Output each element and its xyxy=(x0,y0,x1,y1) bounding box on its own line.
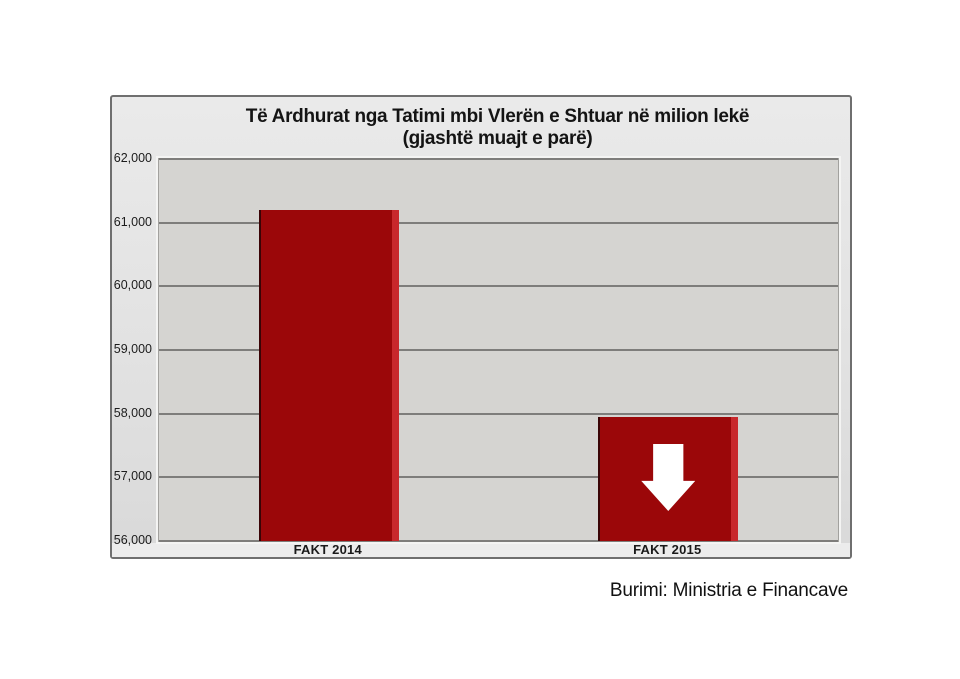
gridline xyxy=(159,349,838,351)
y-tick-label: 60,000 xyxy=(113,278,152,293)
decrease-arrow-icon xyxy=(641,444,696,511)
bar-fakt-2015 xyxy=(598,416,739,541)
x-category-label: FAKT 2015 xyxy=(633,542,702,557)
chart-subtitle: (gjashtë muajt e parë) xyxy=(402,128,593,149)
gridline xyxy=(159,476,838,479)
y-tick-label: 62,000 xyxy=(113,151,152,165)
chart-title: Të Ardhurat nga Tatimi mbi Vlerën e Shtu… xyxy=(245,106,750,127)
x-category-label: FAKT 2014 xyxy=(293,542,362,557)
gridline xyxy=(159,412,838,415)
y-tick-label: 58,000 xyxy=(113,405,152,420)
x-axis: FAKT 2014 FAKT 2015 xyxy=(158,542,837,558)
bar-fakt-2014 xyxy=(258,209,399,541)
gridline xyxy=(159,540,838,542)
bars xyxy=(159,159,838,541)
y-tick-label: 57,000 xyxy=(113,469,152,484)
source-note: Burimi: Ministria e Financave xyxy=(609,580,848,601)
gridlines xyxy=(159,158,838,542)
gridline xyxy=(159,285,838,288)
y-axis: 56,000 57,000 58,000 59,000 60,000 61,000 62,0… xyxy=(112,151,152,547)
plot-area xyxy=(158,158,839,542)
y-tick-label: 61,000 xyxy=(113,214,152,229)
chart-title-block: Të Ardhurat nga Tatimi mbi Vlerën e Shtu… xyxy=(158,106,837,150)
gridline xyxy=(159,158,838,160)
y-tick-label: 56,000 xyxy=(113,533,152,547)
gridline xyxy=(159,221,838,224)
chart-panel: Të Ardhurat nga Tatimi mbi Vlerën e Shtu… xyxy=(110,95,852,559)
x-axis-strip xyxy=(112,543,850,557)
y-tick-label: 59,000 xyxy=(113,342,152,356)
